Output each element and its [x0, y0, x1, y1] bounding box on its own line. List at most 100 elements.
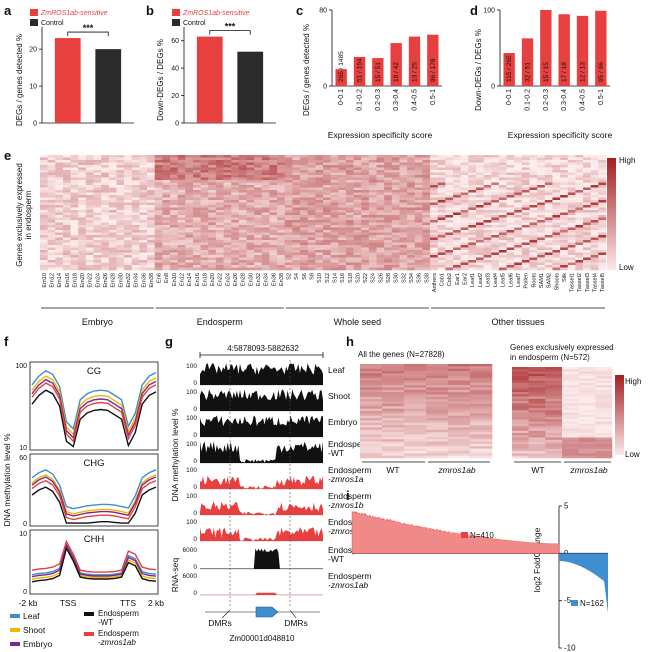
heatmap-cell — [116, 210, 125, 213]
heatmap-cell — [590, 202, 599, 206]
heatmap-cell — [231, 170, 240, 173]
heatmap-cell — [460, 242, 469, 246]
heatmap-cell — [528, 394, 546, 397]
heatmap-cell — [448, 392, 471, 395]
heatmap-cell — [93, 265, 102, 268]
heatmap-cell — [453, 240, 461, 243]
heatmap-cell — [108, 167, 117, 171]
heatmap-cell — [521, 172, 530, 176]
heatmap-cell — [422, 257, 431, 261]
heatmap-cell — [101, 247, 110, 251]
heatmap-cell — [185, 172, 194, 176]
signal-track — [200, 415, 323, 437]
heatmap-cell — [391, 240, 400, 243]
heatmap-cell — [391, 192, 400, 196]
heatmap-cell — [361, 175, 370, 178]
heatmap-cell — [284, 225, 293, 228]
heatmap-cell — [108, 192, 117, 196]
heatmap-cell — [567, 212, 576, 216]
heatmap-cell — [338, 255, 347, 258]
heatmap-cell — [323, 175, 331, 178]
heatmap-cell — [475, 180, 484, 183]
heatmap-cell — [238, 155, 247, 158]
heatmap-cell — [598, 215, 607, 218]
heatmap-cell — [246, 250, 255, 253]
heatmap-cell — [292, 167, 301, 171]
heatmap-cell — [215, 235, 224, 238]
bar — [503, 53, 515, 86]
panel-a: ZmROS1ab-sensitive Control DEGs / genes … — [15, 9, 134, 128]
heatmap-cell — [426, 408, 449, 412]
heatmap-cell — [460, 155, 469, 158]
heatmap-cell — [498, 250, 507, 253]
heatmap-cell — [78, 235, 87, 238]
y-tick-label: 10 — [19, 445, 27, 452]
heatmap-cell — [422, 190, 431, 193]
heatmap-cell — [162, 180, 171, 183]
heatmap-cell — [512, 401, 529, 404]
heatmap-cell — [445, 257, 454, 261]
heatmap-cell — [460, 252, 469, 256]
heatmap-cell — [414, 235, 423, 238]
heatmap-cell — [545, 446, 563, 450]
heatmap-cell — [139, 217, 148, 221]
heatmap-cell — [93, 180, 102, 183]
heatmap-cell — [468, 162, 477, 166]
heatmap-cell — [430, 220, 439, 223]
heatmap-cell — [47, 215, 56, 218]
heatmap-cell — [470, 366, 493, 369]
heatmap-cell — [300, 187, 309, 191]
x-tick-label: 2 kb — [148, 598, 164, 608]
down-bars — [559, 553, 608, 613]
heatmap-cell — [475, 170, 484, 173]
heatmap-cell — [376, 157, 385, 161]
heatmap-cell — [483, 242, 492, 246]
heatmap-cell — [537, 257, 546, 261]
heatmap-cell — [426, 373, 449, 377]
heatmap-cell — [491, 175, 500, 178]
heatmap-cell — [483, 175, 492, 178]
heatmap-cell — [231, 160, 240, 163]
heatmap-cell — [453, 242, 461, 246]
heatmap-cell — [277, 230, 286, 233]
heatmap-cell — [139, 257, 148, 261]
heatmap-cell — [560, 227, 569, 231]
heatmap-cell — [200, 235, 209, 238]
heatmap-cell — [185, 155, 194, 158]
heatmap-cell — [384, 157, 393, 161]
heatmap-cell — [246, 215, 255, 218]
heatmap-cell — [404, 450, 427, 454]
heatmap-cell — [85, 227, 94, 231]
heatmap-cell — [345, 265, 354, 268]
heatmap-cell — [154, 260, 163, 263]
heatmap-cell — [330, 157, 339, 161]
y-tick-label: 10 — [29, 84, 37, 91]
heatmap-cell — [231, 245, 240, 248]
heatmap-cell — [185, 175, 194, 178]
heatmap-cell — [124, 167, 133, 171]
heatmap-cell — [529, 165, 538, 168]
heatmap-cell — [185, 265, 194, 268]
heatmap-cell — [315, 170, 324, 173]
heatmap-cell — [506, 165, 515, 168]
heatmap-cell — [62, 185, 71, 188]
heatmap-cell — [70, 227, 79, 231]
heatmap-cell — [376, 222, 385, 226]
heatmap-cell — [200, 200, 209, 203]
heatmap-cell — [445, 265, 454, 268]
heatmap-cell — [552, 255, 561, 258]
heatmap-cell — [254, 247, 263, 251]
heatmap-cell — [491, 252, 500, 256]
heatmap-cell — [330, 235, 339, 238]
heatmap-cell — [448, 420, 471, 424]
heatmap-cell — [578, 437, 596, 441]
heatmap-cell — [575, 175, 584, 178]
heatmap-cell — [470, 364, 493, 367]
heatmap-cell — [62, 197, 71, 201]
heatmap-cell — [598, 262, 607, 266]
heatmap-cell — [238, 240, 247, 243]
track-label: Embryo — [328, 417, 358, 427]
heatmap-cell — [131, 165, 140, 168]
heatmap-cell — [468, 190, 477, 193]
heatmap-cell — [139, 210, 148, 213]
